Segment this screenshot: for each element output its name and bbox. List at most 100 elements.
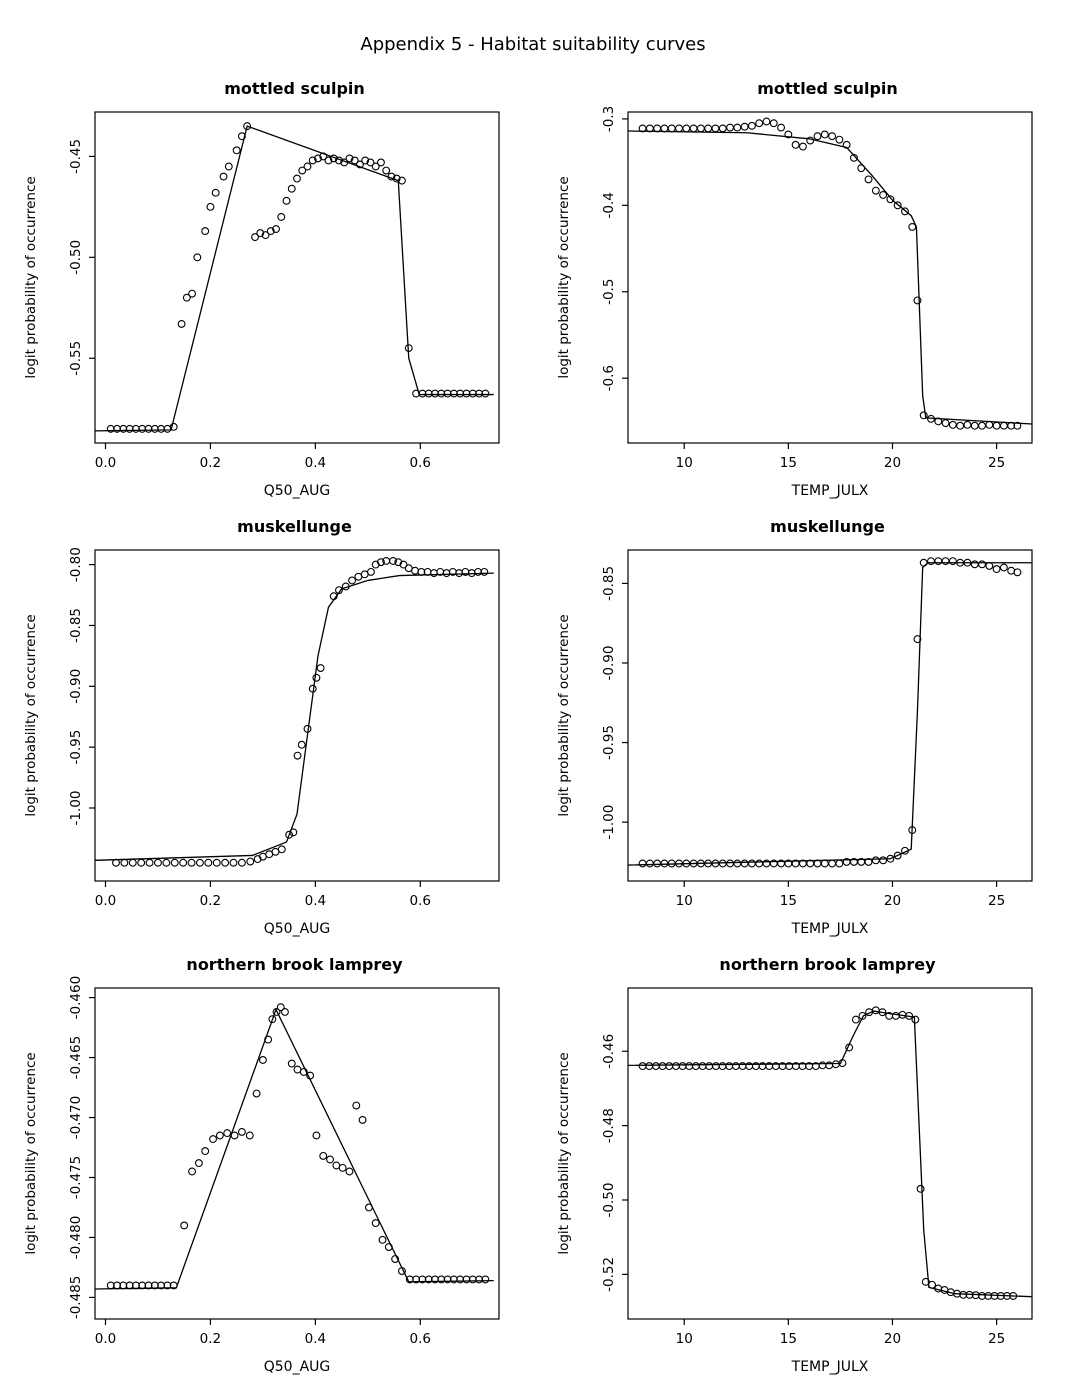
y-tick-label: -0.95: [68, 730, 84, 765]
data-point: [454, 569, 463, 578]
data-point: [805, 136, 814, 145]
data-point: [907, 222, 916, 231]
data-point: [230, 1131, 239, 1140]
data-point: [984, 561, 993, 570]
data-point: [111, 858, 120, 867]
x-tick-label: 0.0: [94, 455, 115, 471]
data-point: [266, 227, 275, 236]
data-point: [386, 172, 395, 181]
data-point: [272, 1008, 280, 1016]
data-point: [287, 184, 296, 193]
x-tick-label: 0.4: [304, 1331, 325, 1347]
data-point: [479, 567, 488, 576]
data-point: [933, 557, 942, 566]
x-tick-label: 20: [883, 1331, 900, 1347]
data-point: [820, 859, 829, 868]
data-point: [919, 411, 928, 420]
y-tick-label: -0.470: [68, 1096, 84, 1140]
data-point: [388, 557, 397, 565]
fit-line: [94, 572, 494, 861]
data-point: [371, 1219, 380, 1228]
y-axis-label: logit probability of occurrence: [23, 1052, 39, 1254]
data-point: [178, 858, 187, 867]
data-point: [970, 560, 979, 569]
data-point: [397, 176, 406, 185]
y-tick-label: -0.475: [68, 1156, 84, 1200]
fit-line: [94, 1007, 494, 1290]
chart-title-mottled-sculpin-q50: mottled sculpin: [224, 79, 365, 98]
data-point: [1006, 421, 1015, 430]
chart-northern-brook-lamprey-q50: 0.0 0.2 0.4 0.6 -0.460 -0.465 -0.470 -0.475 -0.4…: [17, 974, 517, 1379]
data-point: [948, 557, 957, 566]
y-tick-label: -0.4: [601, 192, 617, 218]
x-tick-label: 25: [988, 455, 1005, 471]
fit-line: [627, 562, 1032, 866]
data-point: [211, 188, 220, 197]
x-tick-label: 0.0: [94, 893, 115, 909]
data-point: [282, 196, 290, 205]
y-tick-label: -0.85: [68, 608, 84, 643]
data-point: [638, 859, 647, 868]
data-point: [864, 857, 872, 866]
data-point: [992, 421, 1001, 430]
data-point: [480, 389, 489, 398]
data-point: [711, 124, 719, 133]
data-point: [325, 1155, 334, 1164]
data-point: [366, 567, 375, 576]
chart-muskellunge-q50: 0.0 0.2 0.4 0.6 -0.80 -0.85 -0.90 -0.95 -1.00 Q50…: [17, 536, 517, 941]
chart-svg-4: 0.0 0.2 0.4 0.6 -0.460 -0.465 -0.470 -0.475 -0.4…: [23, 976, 500, 1375]
data-point: [280, 1008, 289, 1016]
data-point: [350, 156, 359, 165]
y-tick-label: -1.00: [601, 805, 617, 840]
data-point: [885, 195, 894, 204]
chart-title-northern-brook-lamprey-temp: northern brook lamprey: [719, 955, 936, 974]
data-point: [252, 1089, 261, 1098]
data-point: [970, 421, 979, 430]
data-point: [364, 1203, 373, 1212]
data-point: [718, 1062, 726, 1071]
data-point: [303, 724, 311, 733]
y-tick-label: -0.50: [601, 1183, 617, 1218]
data-point: [893, 201, 902, 210]
y-tick-label: -0.3: [601, 106, 617, 132]
data-point: [288, 828, 297, 837]
x-tick-label: 10: [675, 893, 692, 909]
data-point: [182, 293, 191, 302]
data-point: [696, 124, 705, 133]
x-tick-label: 0.2: [199, 893, 220, 909]
data-point: [990, 1291, 998, 1300]
data-point: [276, 213, 285, 221]
data-point: [119, 858, 128, 867]
data-point: [351, 1101, 360, 1110]
y-axis-label: logit probability of occurrence: [23, 176, 39, 378]
data-point: [308, 156, 317, 165]
data-point: [397, 1267, 406, 1275]
data-point: [242, 122, 251, 131]
data-point: [919, 558, 928, 567]
panel-northern-brook-lamprey-temp: northern brook lamprey 10 15 20 25 -0.46 -0.4…: [533, 945, 1066, 1379]
data-point: [842, 140, 851, 149]
x-tick-label: 0.6: [409, 455, 430, 471]
data-point: [371, 162, 380, 171]
data-point: [977, 421, 986, 430]
data-point: [263, 1035, 272, 1044]
data-point: [136, 858, 145, 867]
data-point: [962, 420, 971, 429]
plot-box: [626, 111, 1033, 444]
x-tick-label: 0.6: [409, 1331, 430, 1347]
data-point: [145, 858, 154, 867]
data-point: [316, 664, 325, 672]
x-tick-label: 0.2: [199, 1331, 220, 1347]
data-point: [818, 1061, 826, 1070]
chart-svg-2: 0.0 0.2 0.4 0.6 -0.80 -0.85 -0.90 -0.95 -1.00 Q50…: [23, 547, 500, 937]
data-point: [215, 1131, 224, 1140]
data-point: [399, 560, 407, 569]
data-point: [224, 162, 233, 171]
y-tick-label: -0.6: [601, 365, 617, 391]
data-point: [212, 858, 221, 867]
data-point: [977, 560, 986, 569]
data-point: [284, 830, 293, 839]
data-point: [392, 174, 401, 183]
data-point: [250, 233, 259, 242]
